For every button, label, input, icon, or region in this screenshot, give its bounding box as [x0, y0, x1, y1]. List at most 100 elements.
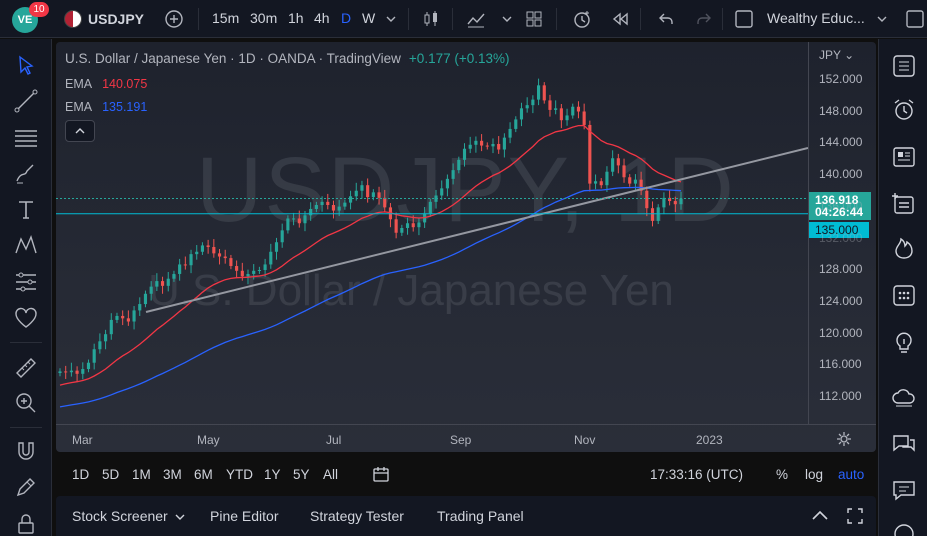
price-chart[interactable] [56, 42, 808, 424]
chevron-up-icon[interactable] [810, 508, 830, 524]
hotlist-flame-icon[interactable] [891, 235, 917, 261]
currency-label[interactable]: JPY ⌄ [819, 48, 855, 62]
interval-d[interactable]: D [341, 10, 352, 26]
price-tick-label: 144.000 [819, 135, 863, 150]
collapse-legend-button[interactable] [65, 120, 95, 142]
candle-body [217, 253, 222, 257]
chart-pane[interactable]: USDJPY, 1D U.S. Dollar / Japanese Yen U.… [56, 42, 876, 452]
candles-chart-type-icon[interactable] [421, 9, 441, 29]
prediction-tool-icon[interactable] [13, 269, 39, 295]
range-5y[interactable]: 5Y [293, 467, 310, 482]
auto-scale-toggle[interactable]: auto [838, 467, 865, 482]
tab-pine-editor[interactable]: Pine Editor [210, 508, 279, 524]
help-icon[interactable] [891, 521, 917, 536]
pattern-tool-icon[interactable] [13, 233, 39, 259]
symbol-search-button[interactable]: USDJPY [88, 11, 145, 27]
redo-icon[interactable] [694, 9, 714, 29]
candle-body [360, 185, 364, 191]
chart-settings-gear-icon[interactable] [836, 431, 852, 447]
chevron-down-icon[interactable] [875, 9, 889, 29]
undo-icon[interactable] [656, 9, 676, 29]
lock-icon[interactable] [13, 511, 39, 536]
tab-stock-screener[interactable]: Stock Screener [72, 508, 168, 524]
ema-fast-legend[interactable]: EMA 140.075 [65, 77, 147, 91]
legend-change: +0.177 (+0.13%) [408, 51, 510, 66]
tab-trading-panel[interactable]: Trading Panel [437, 508, 524, 524]
candle-body [172, 273, 176, 279]
text-tool-icon[interactable] [13, 197, 39, 223]
brush-icon[interactable] [13, 161, 39, 187]
watchlist-icon[interactable] [891, 53, 917, 79]
range-1d[interactable]: 1D [72, 467, 90, 482]
range-all[interactable]: All [323, 467, 339, 482]
candle-body [605, 171, 609, 186]
price-tick-label: 136.000 [819, 198, 863, 213]
templates-grid-icon[interactable] [524, 9, 544, 29]
alert-clock-icon[interactable] [572, 9, 592, 29]
interval-30m[interactable]: 30m [250, 10, 278, 26]
candle-body [166, 278, 170, 286]
percent-toggle[interactable]: % [776, 467, 789, 482]
maximize-panel-icon[interactable] [846, 507, 864, 525]
chevron-down-icon[interactable] [174, 510, 186, 522]
time-label: Jul [326, 433, 342, 447]
lock-drawings-pencil-icon[interactable] [13, 474, 39, 500]
time-axis[interactable]: Mar May Jul Sep Nov 2023 [56, 424, 876, 452]
candle-body [593, 181, 598, 184]
bar-countdown: 04:26:44 [815, 205, 864, 219]
log-toggle[interactable]: log [805, 467, 824, 482]
candle-body [178, 264, 182, 274]
news-icon[interactable] [891, 144, 917, 170]
streams-cloud-icon[interactable] [891, 384, 917, 410]
cursor-arrow-icon[interactable] [13, 53, 39, 79]
replay-icon[interactable] [610, 9, 630, 29]
data-window-icon[interactable] [891, 191, 917, 217]
compare-symbol-icon[interactable] [164, 9, 184, 29]
interval-4h[interactable]: 4h [314, 10, 330, 26]
range-1m[interactable]: 1M [132, 467, 151, 482]
candle-body [440, 188, 444, 196]
candle-body [542, 85, 546, 101]
trend-line-icon[interactable] [13, 88, 39, 114]
tab-strategy-tester[interactable]: Strategy Tester [310, 508, 404, 524]
go-to-date-icon[interactable] [372, 465, 390, 483]
range-3m[interactable]: 3M [163, 467, 182, 482]
chevron-down-icon[interactable] [384, 9, 398, 29]
interval-1h[interactable]: 1h [288, 10, 304, 26]
trend-line[interactable] [145, 146, 808, 313]
candle-body [200, 245, 204, 252]
range-ytd[interactable]: YTD [226, 467, 253, 482]
ruler-icon[interactable] [13, 355, 39, 381]
interval-15m[interactable]: 15m [212, 10, 240, 26]
fib-retracement-icon[interactable] [13, 125, 39, 151]
ideas-lightbulb-icon[interactable] [891, 329, 917, 355]
range-5d[interactable]: 5D [102, 467, 120, 482]
quick-search-icon[interactable] [905, 9, 925, 29]
indicators-icon[interactable] [466, 9, 486, 29]
candle-body [371, 192, 375, 198]
utc-clock[interactable]: 17:33:16 (UTC) [650, 467, 744, 482]
candle-body [531, 99, 535, 106]
zoom-in-icon[interactable] [13, 390, 39, 416]
messages-icon[interactable] [891, 477, 917, 503]
candle-body [514, 119, 518, 129]
chats-icon[interactable] [891, 431, 917, 457]
ema-slow-legend[interactable]: EMA 135.191 [65, 100, 147, 114]
candle-body [417, 222, 421, 228]
candle-body [246, 273, 250, 277]
bottom-panel: Stock Screener Pine Editor Strategy Test… [56, 496, 876, 536]
chevron-down-icon[interactable] [500, 9, 514, 29]
price-axis[interactable]: JPY ⌄ 136.918 04:26:44 135.000 152.000 14… [808, 42, 876, 424]
range-1y[interactable]: 1Y [264, 467, 281, 482]
candle-body [263, 264, 267, 270]
layout-name-button[interactable]: Wealthy Educ... [767, 10, 865, 26]
notification-badge: 10 [29, 2, 49, 17]
top-toolbar: VE 10 USDJPY 15m 30m 1h 4h D W Wealthy E [0, 0, 927, 38]
range-6m[interactable]: 6M [194, 467, 213, 482]
alarm-clock-icon[interactable] [891, 97, 917, 123]
interval-w[interactable]: W [362, 10, 376, 26]
favorite-heart-icon[interactable] [13, 305, 39, 331]
calendar-icon[interactable] [891, 282, 917, 308]
layout-square-icon[interactable] [734, 9, 754, 29]
magnet-icon[interactable] [13, 439, 39, 465]
